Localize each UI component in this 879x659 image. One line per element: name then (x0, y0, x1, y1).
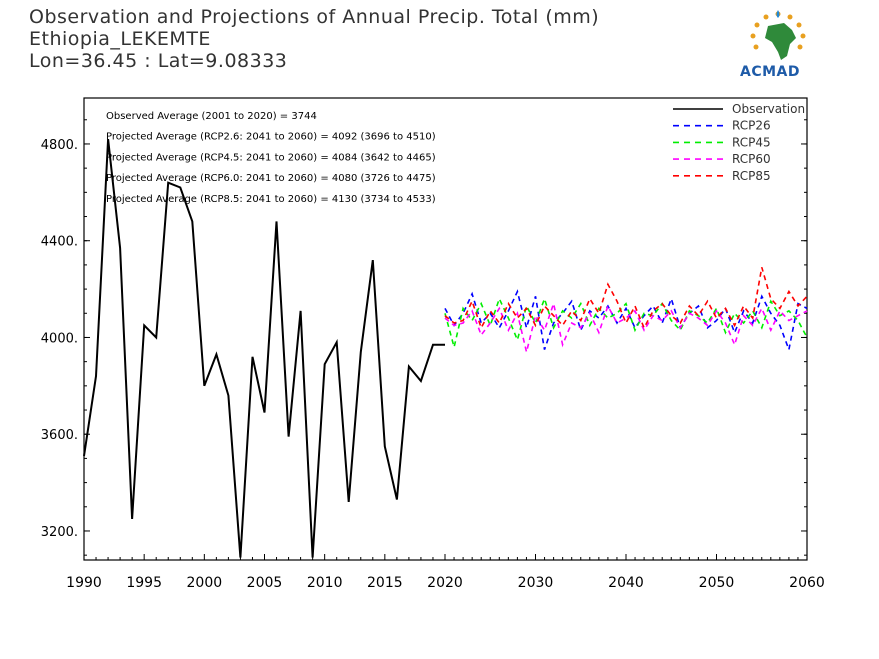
y-axis: 3200. 3600. 4000. 4400. 4800. (41, 119, 807, 556)
plot-frame (83, 97, 808, 561)
legend-label-rcp26: RCP26 (732, 119, 771, 133)
x-tick-label: 2040 (608, 575, 644, 591)
chart-title: Observation and Projections of Annual Pr… (29, 6, 600, 28)
y-tick-label: 3200. (41, 525, 78, 540)
x-tick-label: 2000 (187, 575, 223, 591)
x-tick-label: 2060 (789, 575, 825, 591)
x-axis: 1990 1995 2000 2005 2010 2015 2020 2030 2040 2050… (66, 554, 825, 591)
legend-label-observation: Observation (732, 102, 805, 116)
logo-text: ACMAD (740, 64, 800, 80)
x-tick-label: 2030 (518, 575, 554, 591)
legend: Observation RCP26 RCP45 RCP60 RCP85 (673, 102, 805, 183)
series-lines (83, 138, 808, 558)
x-tick-label: 2005 (247, 575, 283, 591)
series-line-rcp85 (444, 267, 808, 330)
legend-label-rcp60: RCP60 (732, 152, 771, 166)
x-tick-label: 2050 (699, 575, 735, 591)
chart-header: Observation and Projections of Annual Pr… (29, 6, 599, 72)
stat-annotation: Observed Average (2001 to 2020) = 3744 (106, 111, 317, 122)
series-line-observation (83, 138, 445, 558)
x-tick-label: 2010 (307, 575, 343, 591)
x-tick-label: 1990 (66, 575, 102, 591)
coordinates: Lon=36.45 : Lat=9.08333 (29, 50, 288, 72)
series-line-rcp60 (444, 300, 808, 353)
x-tick-label: 2015 (367, 575, 403, 591)
y-tick-label: 3600. (41, 428, 78, 443)
x-tick-label: 1995 (126, 575, 162, 591)
legend-label-rcp85: RCP85 (732, 169, 771, 183)
location-name: Ethiopia_LEKEMTE (29, 28, 211, 50)
stat-annotation: Projected Average (RCP6.0: 2041 to 2060)… (106, 173, 436, 184)
stat-annotation: Projected Average (RCP4.5: 2041 to 2060)… (106, 152, 436, 163)
stat-annotation: Projected Average (RCP8.5: 2041 to 2060)… (106, 194, 436, 205)
stat-annotation: Projected Average (RCP2.6: 2041 to 2060)… (106, 132, 436, 143)
x-tick-label: 2020 (427, 575, 463, 591)
legend-label-rcp45: RCP45 (732, 135, 771, 149)
y-tick-label: 4000. (41, 331, 78, 346)
series-line-rcp26 (444, 289, 808, 353)
annotations: Observed Average (2001 to 2020) = 3744 Pr… (106, 111, 436, 205)
africa-map-logo-icon (738, 8, 818, 86)
y-tick-label: 4800. (41, 138, 78, 153)
y-tick-label: 4400. (41, 235, 78, 250)
